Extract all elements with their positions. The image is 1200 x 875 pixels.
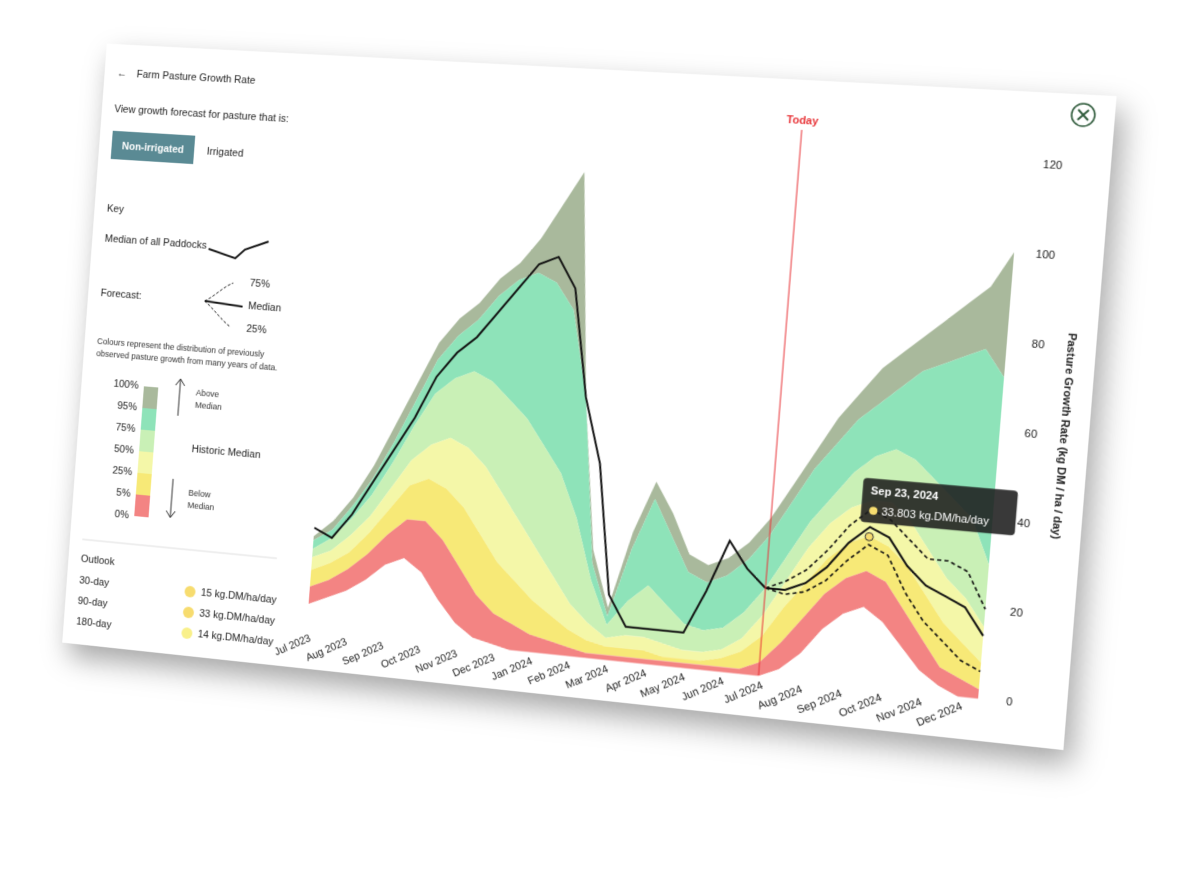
key-swatch — [139, 429, 156, 453]
page-title: Farm Pasture Growth Rate — [136, 69, 256, 86]
key-label: Historic Median — [191, 444, 261, 461]
key-title: Key — [107, 204, 125, 216]
panel: ← Farm Pasture Growth Rate View growth f… — [62, 43, 1117, 751]
key-label: Forecast: — [100, 288, 142, 302]
key-percent: 95% — [117, 401, 137, 414]
key-label: Median of all Paddocks — [104, 234, 207, 252]
percentile-band — [308, 359, 1002, 681]
x-tick-label: Mar 2024 — [564, 664, 610, 692]
key-label: Median — [248, 301, 282, 314]
outlook-dot — [184, 585, 196, 598]
percentile-band — [307, 426, 996, 690]
key-swatch — [142, 386, 159, 410]
outlook-value: 15 kg.DM/ha/day — [200, 588, 277, 607]
subtitle: View growth forecast for pasture that is… — [114, 104, 289, 125]
percentile-band — [309, 258, 1010, 663]
y-tick-label: 120 — [1043, 160, 1063, 173]
y-tick-label: 80 — [1031, 339, 1045, 352]
key-swatch — [135, 472, 152, 496]
key-percent: 75% — [115, 422, 135, 435]
y-tick-label: 0 — [1006, 697, 1014, 709]
key-percent: 0% — [114, 509, 129, 521]
y-tick-label: 20 — [1010, 607, 1024, 620]
key-label: Above Median — [194, 387, 223, 412]
key-percent: 100% — [113, 379, 139, 392]
toggle-label[interactable]: Non-irrigated — [121, 141, 184, 156]
outlook-period: 30-day — [79, 575, 110, 589]
y-tick-label: 60 — [1024, 428, 1038, 441]
key-label: Below Median — [187, 487, 215, 513]
key-swatch — [134, 494, 151, 518]
y-tick-label: 40 — [1017, 518, 1031, 531]
back-arrow[interactable]: ← — [117, 68, 128, 79]
percentile-band — [306, 510, 989, 699]
tooltip-point — [865, 532, 874, 541]
y-tick-label: 100 — [1035, 249, 1055, 262]
key-forecast-icon — [205, 281, 234, 303]
tooltip-title: Sep 23, 2024 — [870, 486, 939, 504]
key-label: 25% — [246, 324, 267, 337]
arrow-down — [170, 479, 173, 517]
x-tick-label: Jun 2024 — [680, 676, 726, 703]
outlook-period: 180-day — [76, 616, 113, 631]
outlook-value: 14 kg.DM/ha/day — [197, 629, 274, 648]
today-label: Today — [786, 115, 819, 128]
key-line-icon — [208, 237, 269, 260]
key-percent: 5% — [116, 488, 131, 500]
outlook-period: 90-day — [77, 596, 108, 610]
outlook-dot — [181, 626, 193, 640]
outlook-title: Outlook — [80, 554, 115, 568]
key-forecast-icon — [204, 301, 242, 307]
key-swatch — [137, 451, 154, 475]
toggle-active[interactable] — [110, 130, 196, 165]
key-percent: 25% — [112, 465, 132, 478]
y-axis-title: Pasture Growth Rate (kg DM / ha / day) — [1049, 333, 1078, 540]
chart: ← Farm Pasture Growth Rate View growth f… — [76, 68, 1116, 729]
key-swatch — [140, 407, 157, 431]
outlook-dot — [182, 606, 195, 619]
key-percent: 50% — [114, 444, 134, 457]
key-label: 75% — [249, 278, 270, 290]
separator — [82, 539, 277, 558]
tooltip-box — [860, 477, 1019, 536]
toggle-label[interactable]: Irrigated — [206, 147, 244, 160]
outlook-value: 33 kg.DM/ha/day — [199, 608, 276, 627]
arrow-up — [178, 380, 181, 416]
